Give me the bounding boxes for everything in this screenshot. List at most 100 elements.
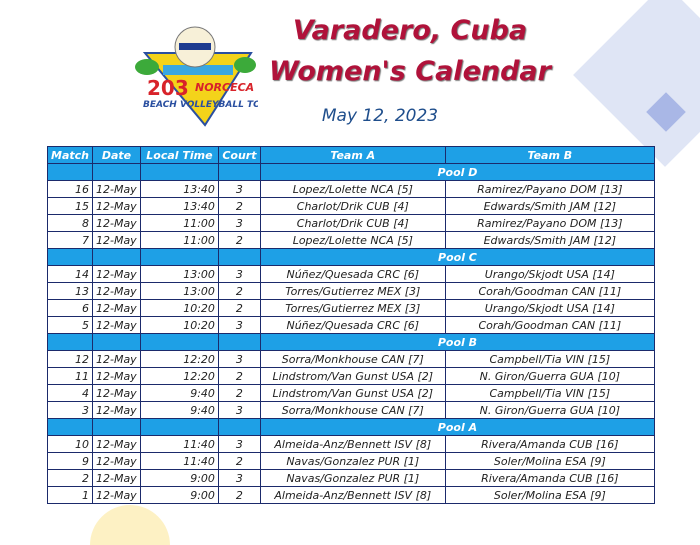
cell-local-time: 11:40 (139, 452, 219, 470)
cell-local-time: 11:00 (139, 231, 219, 249)
cell-match: 13 (47, 282, 93, 300)
cell-court: 2 (217, 231, 261, 249)
empty-cell (91, 163, 141, 181)
cell-local-time: 11:00 (139, 214, 219, 232)
empty-cell (217, 333, 261, 351)
cell-team-a: Sorra/Monkhouse CAN [7] (259, 401, 446, 419)
cell-match: 5 (47, 316, 93, 334)
cell-date: 12-May (91, 435, 141, 453)
cell-date: 12-May (91, 214, 141, 232)
cell-team-b: Ramirez/Payano DOM [13] (444, 214, 656, 232)
empty-cell (217, 163, 261, 181)
cell-date: 12-May (91, 180, 141, 198)
cell-local-time: 10:20 (139, 316, 219, 334)
table-row: 13 12-May 13:00 2 Torres/Gutierrez MEX [3] Co… (47, 282, 656, 300)
page-title-calendar: Women's Calendar (269, 56, 551, 87)
cell-team-a: Navas/Gonzalez PUR [1] (259, 452, 446, 470)
cell-match: 15 (47, 197, 93, 215)
page-title-location: Varadero, Cuba (292, 15, 528, 46)
cell-team-a: Navas/Gonzalez PUR [1] (259, 469, 446, 487)
cell-local-time: 9:00 (139, 469, 219, 487)
cell-court: 3 (217, 180, 261, 198)
cell-team-a: Lopez/Lolette NCA [5] (259, 180, 446, 198)
cell-match: 10 (47, 435, 93, 453)
table-row: 10 12-May 11:40 3 Almeida-Anz/Bennett ISV [8… (47, 435, 656, 453)
pool-header-row: Pool C (47, 248, 656, 266)
column-header-match: Match (47, 146, 93, 164)
cell-court: 2 (217, 486, 261, 504)
table-row: 4 12-May 9:40 2 Lindstrom/Van Gunst USA [2] C… (47, 384, 656, 402)
cell-date: 12-May (91, 265, 141, 283)
cell-team-a: Sorra/Monkhouse CAN [7] (259, 350, 446, 368)
empty-cell (47, 418, 93, 436)
empty-cell (139, 418, 219, 436)
cell-team-a: Almeida-Anz/Bennett ISV [8] (259, 435, 446, 453)
cell-team-b: Urango/Skjodt USA [14] (444, 299, 656, 317)
cell-match: 1 (47, 486, 93, 504)
cell-match: 6 (47, 299, 93, 317)
cell-date: 12-May (91, 401, 141, 419)
cell-court: 2 (217, 384, 261, 402)
cell-team-a: Núñez/Quesada CRC [6] (259, 265, 446, 283)
cell-team-a: Torres/Gutierrez MEX [3] (259, 282, 446, 300)
cell-court: 3 (217, 401, 261, 419)
cell-court: 3 (217, 265, 261, 283)
empty-cell (91, 248, 141, 266)
cell-court: 3 (217, 316, 261, 334)
cell-date: 12-May (91, 231, 141, 249)
cell-team-a: Charlot/Drik CUB [4] (259, 197, 446, 215)
cell-team-b: Ramirez/Payano DOM [13] (444, 180, 656, 198)
empty-cell (217, 418, 261, 436)
cell-date: 12-May (91, 299, 141, 317)
cell-local-time: 10:20 (139, 299, 219, 317)
cell-court: 3 (217, 350, 261, 368)
empty-cell (139, 248, 219, 266)
table-row: 12 12-May 12:20 3 Sorra/Monkhouse CAN [7] Cam… (47, 350, 656, 368)
cell-team-b: N. Giron/Guerra GUA [10] (444, 401, 656, 419)
pool-header-row: Pool B (47, 333, 656, 351)
decorative-shape (90, 505, 170, 545)
cell-match: 11 (47, 367, 93, 385)
cell-team-b: Urango/Skjodt USA [14] (444, 265, 656, 283)
decorative-shape (573, 0, 700, 167)
cell-local-time: 13:40 (139, 197, 219, 215)
cell-court: 2 (217, 367, 261, 385)
cell-team-b: Campbell/Tia VIN [15] (444, 350, 656, 368)
table-row: 3 12-May 9:40 3 Sorra/Monkhouse CAN [7] N. Gi… (47, 401, 656, 419)
norceca-tour-logo: 203 NORCECA BEACH VOLLEYBALL TOUR (135, 26, 258, 127)
cell-team-a: Torres/Gutierrez MEX [3] (259, 299, 446, 317)
column-header-team-a: Team A (259, 146, 446, 164)
cell-team-a: Almeida-Anz/Bennett ISV [8] (259, 486, 446, 504)
cell-match: 4 (47, 384, 93, 402)
cell-local-time: 13:00 (139, 282, 219, 300)
cell-local-time: 13:00 (139, 265, 219, 283)
cell-team-b: Corah/Goodman CAN [11] (444, 282, 656, 300)
pool-name: Pool B (259, 333, 656, 351)
schedule-table: Match Date Local Time Court Team A Team B Poo… (47, 146, 656, 504)
cell-date: 12-May (91, 469, 141, 487)
table-row: 6 12-May 10:20 2 Torres/Gutierrez MEX [3] Ura… (47, 299, 656, 317)
table-row: 9 12-May 11:40 2 Navas/Gonzalez PUR [1] Soler… (47, 452, 656, 470)
column-header-date: Date (91, 146, 141, 164)
cell-team-b: Campbell/Tia VIN [15] (444, 384, 656, 402)
cell-team-a: Lindstrom/Van Gunst USA [2] (259, 367, 446, 385)
cell-date: 12-May (91, 282, 141, 300)
pool-header-row: Pool D (47, 163, 656, 181)
cell-match: 14 (47, 265, 93, 283)
pool-header-row: Pool A (47, 418, 656, 436)
svg-text:203: 203 (147, 76, 189, 100)
svg-text:BEACH VOLLEYBALL TOUR: BEACH VOLLEYBALL TOUR (143, 100, 258, 110)
cell-local-time: 13:40 (139, 180, 219, 198)
schedule-date: May 12, 2023 (321, 106, 439, 126)
pool-name: Pool A (259, 418, 656, 436)
table-row: 1 12-May 9:00 2 Almeida-Anz/Bennett ISV [8] S… (47, 486, 656, 504)
cell-local-time: 12:20 (139, 350, 219, 368)
cell-court: 2 (217, 282, 261, 300)
cell-date: 12-May (91, 452, 141, 470)
cell-court: 3 (217, 469, 261, 487)
cell-local-time: 9:40 (139, 384, 219, 402)
cell-team-b: Rivera/Amanda CUB [16] (444, 469, 656, 487)
cell-team-b: Soler/Molina ESA [9] (444, 486, 656, 504)
cell-date: 12-May (91, 350, 141, 368)
cell-match: 12 (47, 350, 93, 368)
